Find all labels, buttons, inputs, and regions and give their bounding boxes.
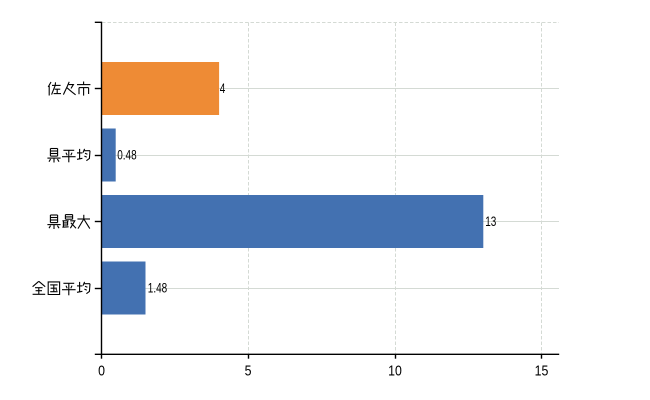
svg-text:13: 13 (485, 214, 496, 230)
svg-text:10: 10 (388, 362, 402, 378)
svg-text:4: 4 (220, 81, 226, 97)
svg-text:15: 15 (535, 362, 549, 378)
svg-text:0: 0 (98, 362, 105, 378)
svg-text:0.48: 0.48 (117, 147, 137, 163)
svg-text:1.48: 1.48 (148, 280, 168, 296)
svg-text:5: 5 (245, 362, 252, 378)
